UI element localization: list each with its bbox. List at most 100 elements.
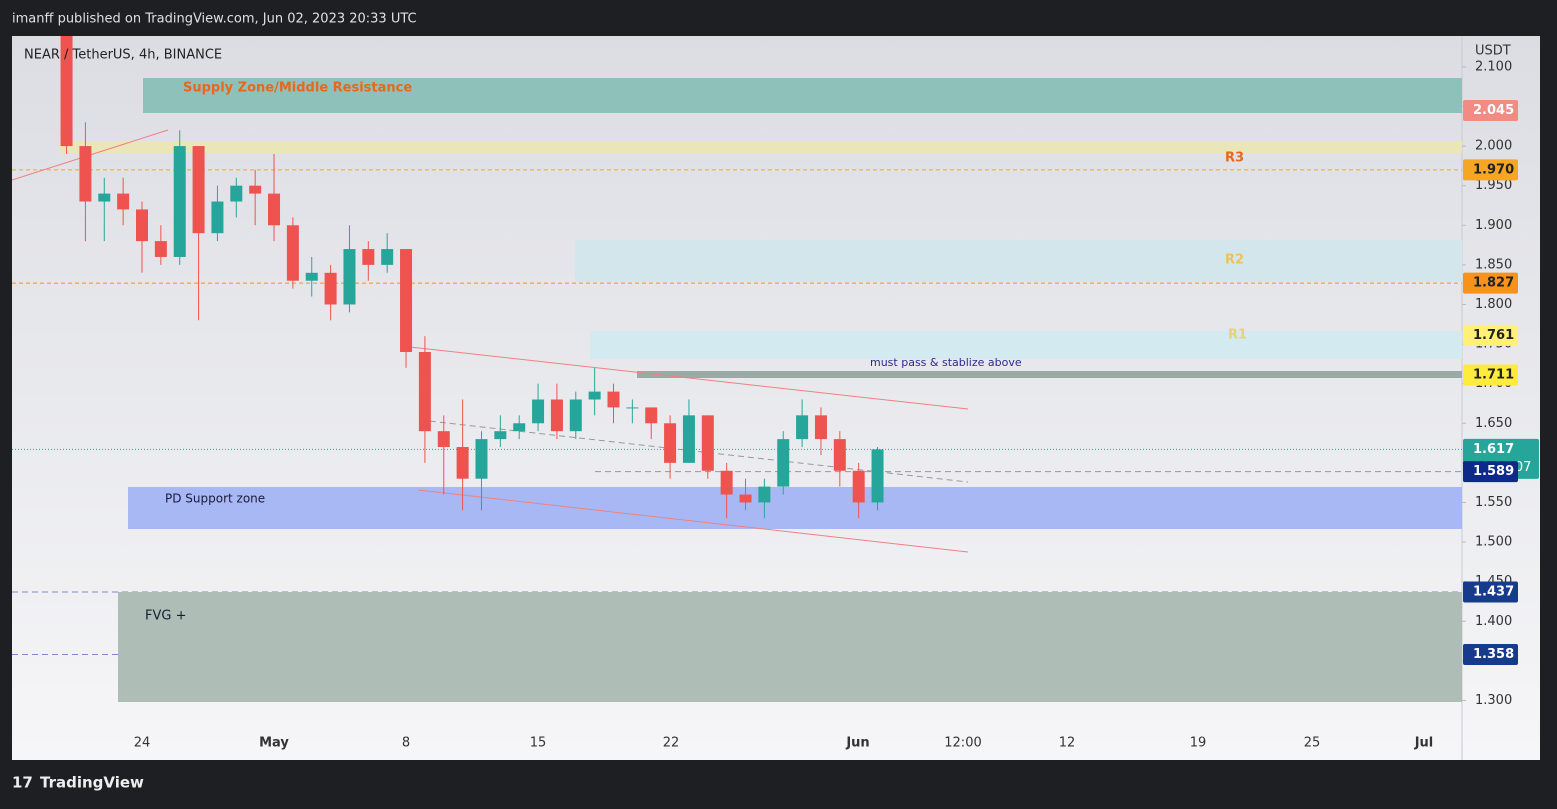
supply-zone bbox=[143, 78, 1462, 113]
candle-body bbox=[343, 249, 356, 305]
x-tick-label: May bbox=[259, 736, 289, 751]
candle-body bbox=[324, 272, 337, 305]
logo-mark: 17 bbox=[12, 774, 33, 792]
y-tick-label: 1.300 bbox=[1475, 693, 1512, 708]
candle-body bbox=[400, 249, 413, 352]
must-label: must pass & stablize above bbox=[870, 356, 1022, 369]
price-label: 1.358 bbox=[1473, 647, 1514, 662]
candle-body bbox=[701, 415, 714, 471]
candle-body bbox=[286, 225, 299, 281]
price-label: 1.970 bbox=[1473, 162, 1514, 177]
price-label: 1.761 bbox=[1473, 328, 1514, 343]
candle-body bbox=[796, 415, 809, 440]
x-tick-label: 19 bbox=[1190, 736, 1207, 751]
pd-zone bbox=[128, 487, 1462, 529]
candle-body bbox=[381, 249, 394, 265]
candle-body bbox=[777, 439, 790, 487]
y-tick-label: 2.000 bbox=[1475, 139, 1512, 154]
candle-body bbox=[607, 391, 620, 408]
r3-label: R3 bbox=[1225, 151, 1244, 166]
price-label: 2.045 bbox=[1473, 103, 1514, 118]
price-label: 1.827 bbox=[1473, 276, 1514, 291]
x-tick-label: 8 bbox=[402, 736, 410, 751]
x-tick-label: Jun bbox=[845, 736, 869, 751]
x-tick-label: 25 bbox=[1304, 736, 1321, 751]
candle-body bbox=[437, 431, 450, 448]
price-label: 1.617 bbox=[1473, 442, 1514, 457]
x-tick-label: 24 bbox=[134, 736, 151, 751]
r1-label: R1 bbox=[1228, 328, 1247, 343]
logo: 17 TradingView bbox=[12, 774, 144, 792]
r1-zone bbox=[590, 331, 1462, 359]
candle-body bbox=[494, 431, 507, 440]
price-label: 1.437 bbox=[1473, 584, 1514, 599]
must-bar bbox=[637, 371, 1462, 378]
supply-label: Supply Zone/Middle Resistance bbox=[183, 81, 412, 96]
y-tick-label: 1.950 bbox=[1475, 178, 1512, 193]
candle-body bbox=[645, 407, 658, 424]
candle-body bbox=[588, 391, 601, 400]
price-label-box bbox=[1463, 99, 1518, 121]
trendline bbox=[409, 346, 969, 410]
candle-body bbox=[871, 449, 884, 503]
candle-body bbox=[98, 193, 111, 202]
drawings: Supply Zone/Middle Resistance R3 R2 R1 m… bbox=[12, 36, 1462, 702]
trendline bbox=[417, 489, 969, 553]
price-label: 1.711 bbox=[1473, 367, 1514, 382]
y-tick-label: 1.500 bbox=[1475, 535, 1512, 550]
candle-body bbox=[211, 201, 224, 234]
y-tick-label: 1.800 bbox=[1475, 297, 1512, 312]
y-tick-label: 1.900 bbox=[1475, 218, 1512, 233]
published: imanff published on TradingView.com, Jun… bbox=[12, 12, 417, 27]
candle-body bbox=[173, 146, 186, 257]
pd-label: PD Support zone bbox=[165, 492, 265, 506]
candle-body bbox=[268, 193, 281, 226]
fvg-zone bbox=[118, 592, 1462, 702]
price-label: 1.589 bbox=[1473, 464, 1514, 479]
candle-body bbox=[192, 146, 205, 234]
fvg-label: FVG + bbox=[145, 609, 186, 624]
candle-body bbox=[569, 399, 582, 432]
candle-body bbox=[136, 209, 148, 242]
candle-body bbox=[513, 423, 526, 432]
price-label-box bbox=[1463, 324, 1518, 346]
candle-body bbox=[626, 407, 639, 409]
y-tick-label: 1.550 bbox=[1475, 495, 1512, 510]
candle-body bbox=[418, 351, 431, 432]
candle-body bbox=[814, 415, 827, 440]
candle-body bbox=[852, 470, 865, 503]
candle-body bbox=[60, 36, 73, 147]
candle-body bbox=[682, 415, 695, 463]
candle-body bbox=[664, 423, 677, 463]
x-tick-label: 12 bbox=[1059, 736, 1076, 751]
x-tick-label: 22 bbox=[663, 736, 680, 751]
x-tick-label: 12:00 bbox=[944, 736, 981, 751]
y-tick-label: 1.650 bbox=[1475, 416, 1512, 431]
candle-body bbox=[739, 494, 752, 503]
candle-body bbox=[720, 470, 733, 495]
price-label-box bbox=[1463, 272, 1518, 294]
currency: USDT bbox=[1475, 44, 1511, 59]
candle-body bbox=[475, 439, 488, 479]
symbol: NEAR / TetherUS, 4h, BINANCE bbox=[24, 48, 222, 63]
x-tick-label: Jul bbox=[1414, 736, 1434, 751]
y-tick-label: 1.850 bbox=[1475, 257, 1512, 272]
x-tick-label: 15 bbox=[530, 736, 547, 751]
candle-body bbox=[230, 185, 243, 202]
candle-body bbox=[758, 486, 771, 503]
brand: TradingView bbox=[40, 774, 144, 792]
candle-body bbox=[833, 439, 846, 471]
price-label-box bbox=[1463, 581, 1518, 603]
candle-body bbox=[456, 447, 469, 479]
candle-body bbox=[532, 399, 545, 424]
y-tick-label: 1.400 bbox=[1475, 614, 1512, 629]
candle-body bbox=[249, 185, 262, 194]
r2-zone bbox=[575, 240, 1462, 282]
candle-body bbox=[79, 146, 92, 202]
price-label-box bbox=[1463, 644, 1518, 666]
candle-body bbox=[305, 272, 318, 281]
price-label-box bbox=[1463, 364, 1518, 386]
candle-body bbox=[362, 249, 375, 265]
price-label-box bbox=[1463, 461, 1518, 483]
